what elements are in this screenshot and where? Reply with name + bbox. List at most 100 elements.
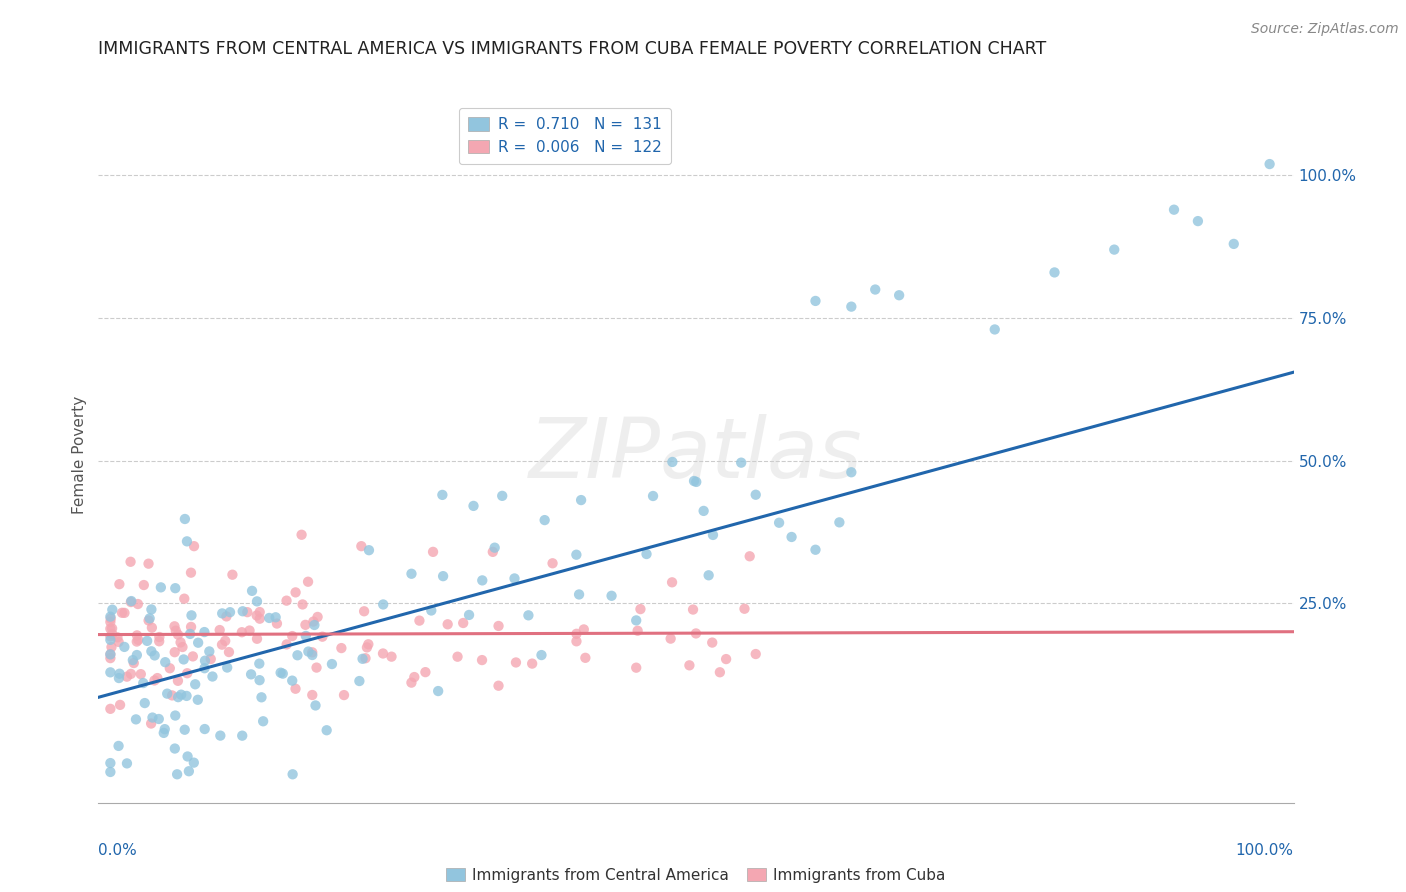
Point	[98, 764, 122, 779]
Point	[115, 670, 138, 684]
Point	[120, 666, 142, 681]
Point	[132, 578, 155, 592]
Point	[217, 660, 239, 674]
Point	[350, 539, 373, 553]
Point	[170, 688, 193, 702]
Point	[107, 630, 129, 644]
Point	[149, 580, 172, 594]
Point	[678, 658, 700, 673]
Point	[98, 756, 122, 770]
Point	[141, 602, 163, 616]
Point	[432, 569, 454, 583]
Point	[291, 528, 314, 542]
Point	[179, 627, 201, 641]
Point	[98, 651, 122, 665]
Point	[232, 604, 254, 618]
Point	[193, 661, 215, 675]
Point	[247, 657, 270, 671]
Point	[101, 603, 124, 617]
Point	[304, 618, 326, 632]
Point	[101, 627, 124, 641]
Point	[734, 601, 756, 615]
Point	[122, 656, 145, 670]
Point	[627, 624, 650, 638]
Point	[127, 597, 149, 611]
Point	[143, 648, 166, 663]
Point	[354, 651, 377, 665]
Point	[218, 645, 240, 659]
Point	[187, 636, 209, 650]
Point	[804, 293, 827, 308]
Point	[1163, 202, 1185, 217]
Point	[167, 690, 190, 705]
Point	[132, 676, 155, 690]
Point	[301, 645, 323, 659]
Point	[163, 741, 186, 756]
Point	[193, 625, 215, 640]
Point	[134, 696, 156, 710]
Point	[183, 756, 205, 770]
Point	[180, 608, 202, 623]
Point	[169, 635, 191, 649]
Point	[167, 627, 190, 641]
Point	[1187, 214, 1209, 228]
Point	[165, 624, 187, 638]
Point	[301, 688, 323, 702]
Point	[373, 598, 395, 612]
Point	[738, 549, 761, 564]
Point	[177, 764, 200, 779]
Point	[208, 623, 231, 637]
Point	[626, 614, 648, 628]
Point	[503, 571, 526, 585]
Point	[1223, 236, 1246, 251]
Point	[127, 632, 149, 647]
Point	[211, 638, 233, 652]
Point	[180, 620, 202, 634]
Point	[115, 756, 138, 771]
Text: 0.0%: 0.0%	[98, 843, 138, 858]
Point	[176, 534, 198, 549]
Point	[276, 637, 298, 651]
Point	[505, 656, 527, 670]
Point	[98, 609, 122, 624]
Point	[315, 723, 337, 738]
Point	[264, 610, 287, 624]
Point	[138, 611, 160, 625]
Point	[194, 722, 217, 736]
Point	[380, 649, 402, 664]
Point	[841, 300, 863, 314]
Point	[865, 283, 887, 297]
Point	[236, 605, 259, 619]
Point	[129, 667, 152, 681]
Point	[284, 585, 307, 599]
Point	[101, 621, 124, 635]
Point	[215, 609, 238, 624]
Point	[163, 619, 186, 633]
Text: IMMIGRANTS FROM CENTRAL AMERICA VS IMMIGRANTS FROM CUBA FEMALE POVERTY CORRELATI: IMMIGRANTS FROM CENTRAL AMERICA VS IMMIG…	[98, 40, 1046, 58]
Point	[125, 712, 148, 726]
Point	[565, 634, 588, 648]
Point	[246, 632, 269, 646]
Point	[471, 653, 494, 667]
Point	[98, 615, 122, 629]
Point	[311, 630, 333, 644]
Point	[446, 649, 468, 664]
Point	[488, 679, 510, 693]
Point	[214, 633, 236, 648]
Point	[685, 626, 707, 640]
Point	[305, 660, 328, 674]
Point	[139, 716, 162, 731]
Point	[297, 574, 319, 589]
Point	[231, 729, 253, 743]
Point	[661, 455, 683, 469]
Point	[120, 594, 142, 608]
Point	[183, 539, 205, 553]
Point	[100, 612, 122, 626]
Point	[276, 593, 298, 607]
Point	[568, 587, 591, 601]
Point	[889, 288, 911, 302]
Point	[138, 614, 160, 628]
Point	[167, 673, 190, 688]
Point	[841, 465, 863, 479]
Point	[98, 647, 122, 661]
